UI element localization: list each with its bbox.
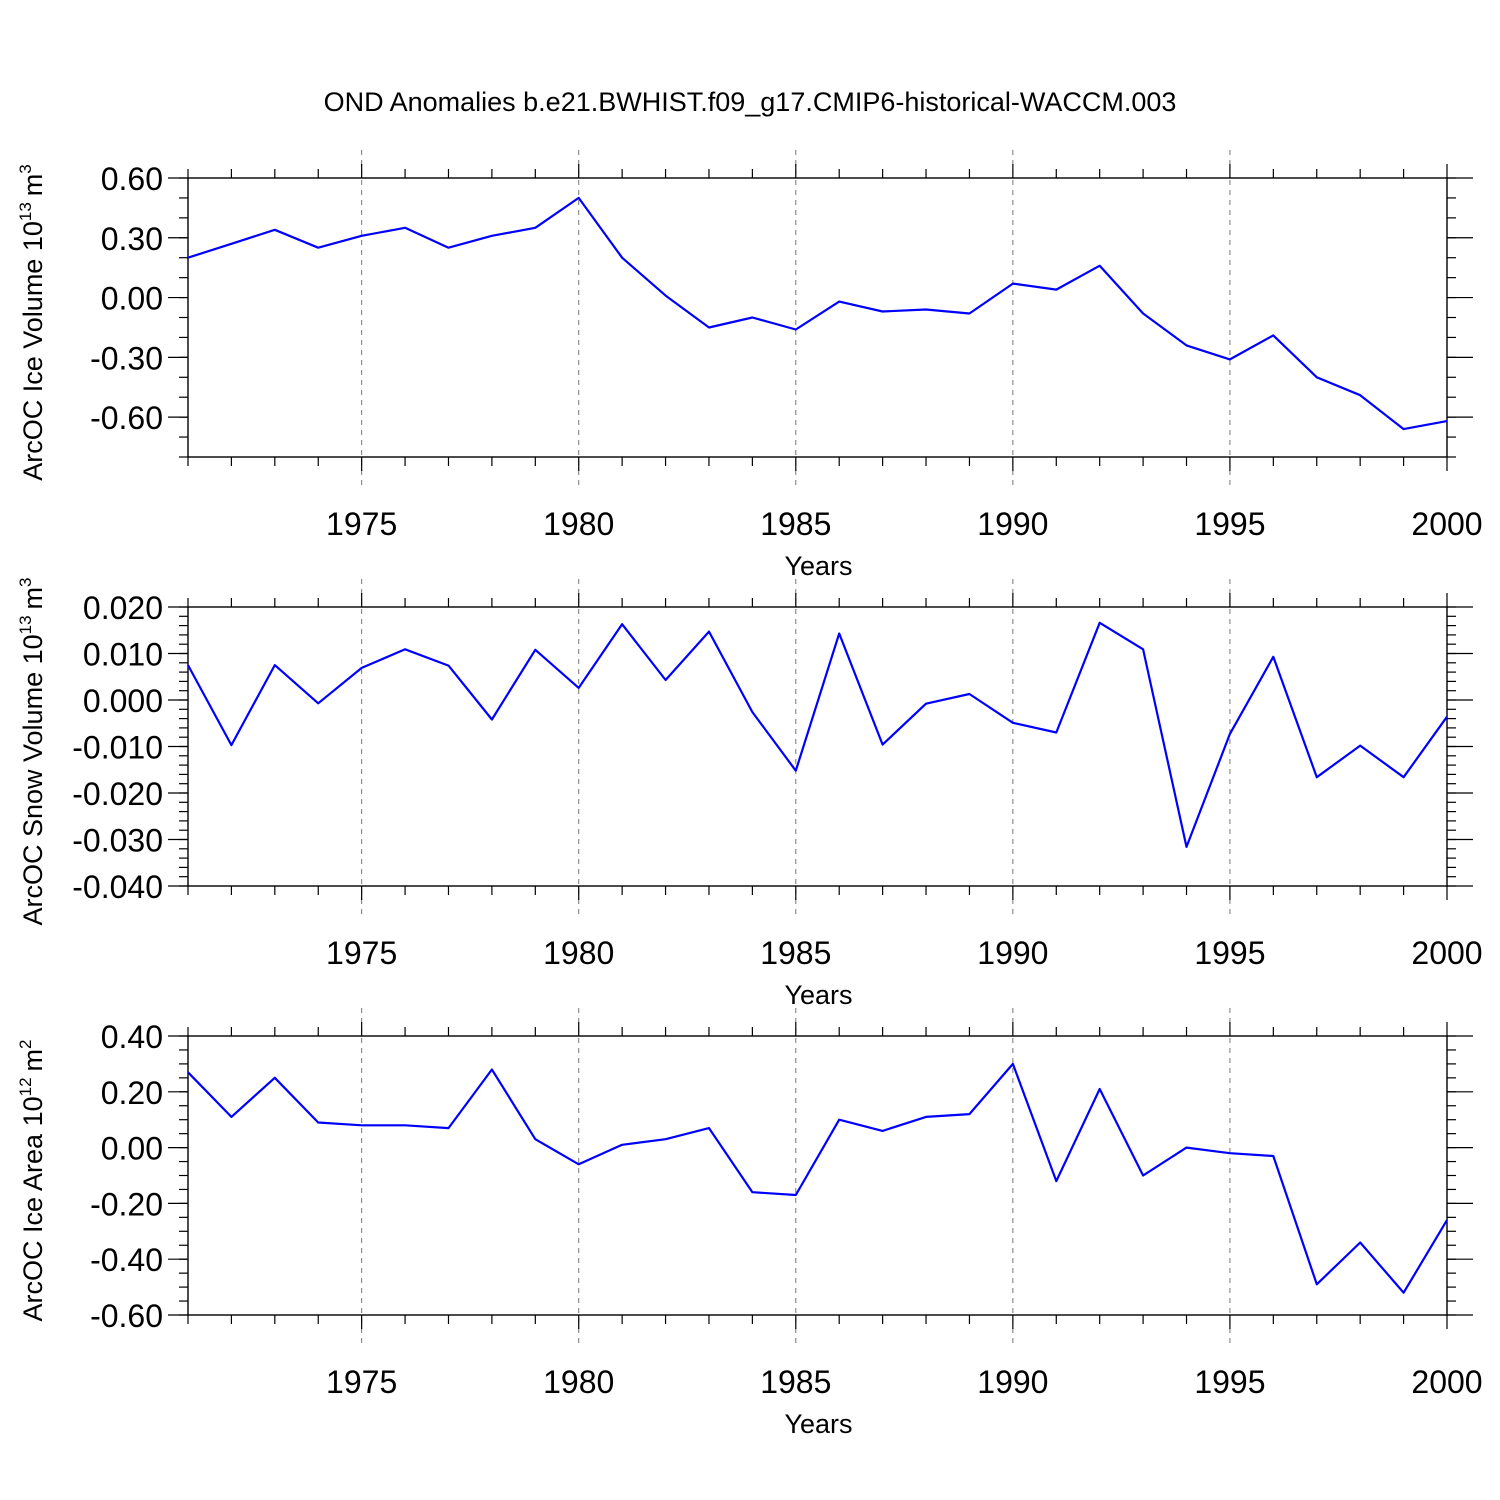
y-tick-label: 0.010 [83,637,163,673]
y-tick-label: 0.00 [101,1131,163,1167]
x-tick-label: 1980 [543,506,614,542]
y-tick-label: -0.20 [90,1186,163,1222]
x-tick-label: 1985 [760,935,831,971]
y-tick-label: 0.020 [83,590,163,626]
y-tick-label: -0.030 [72,823,163,859]
series-line [187,1062,1448,1294]
x-tick-label: 1980 [543,935,614,971]
y-axis-label: ArcOC Ice Area 1012 m2 [16,1040,48,1322]
x-tick-label: 1985 [760,1364,831,1400]
y-axis-label-unit: m [18,587,48,610]
x-tick-label: 1975 [326,935,397,971]
y-tick-label: 0.20 [101,1075,163,1111]
plot-frame [187,1035,1448,1316]
y-tick-label: -0.60 [90,1298,163,1334]
x-tick-label: 1990 [977,935,1048,971]
x-tick-label: 1990 [977,506,1048,542]
y-tick-label: -0.60 [90,400,163,436]
x-tick-label: 1995 [1194,935,1265,971]
x-axis-label: Years [784,551,852,581]
y-axis-label-unit: m [18,174,48,197]
y-axis-label-exp: 12 [16,1077,35,1096]
x-axis-label: Years [784,980,852,1010]
x-tick-label: 2000 [1411,935,1482,971]
y-axis-label-unit-exp: 2 [16,1040,35,1049]
y-axis-label-base: ArcOC Ice Volume 10 [18,221,48,481]
y-tick-label: 0.40 [101,1019,163,1055]
chart-panel-1: 0.60 0.30 0.00 -0.30 -0.60 1975 1980 1985 1990 19… [16,150,1483,581]
x-tick-label: 2000 [1411,506,1482,542]
chart-panel-2: 0.020 0.010 0.000 -0.010 -0.020 -0.030 -0.040 1… [16,577,1483,1010]
series-line [187,621,1448,849]
y-axis-label-base: ArcOC Snow Volume 10 [18,634,48,925]
chart-panel-3: 0.40 0.20 0.00 -0.20 -0.40 -0.60 1975 1980 1985 1… [16,1008,1483,1439]
y-axis-label-base: ArcOC Ice Area 10 [18,1096,48,1321]
y-tick-label: -0.010 [72,730,163,766]
x-tick-label: 1985 [760,506,831,542]
y-axis-label-unit: m [18,1049,48,1072]
series-line [187,196,1448,431]
x-tick-label: 1980 [543,1364,614,1400]
y-axis-label-exp: 13 [16,615,35,634]
figure-title: OND Anomalies b.e21.BWHIST.f09_g17.CMIP6… [324,87,1177,117]
y-tick-label: -0.30 [90,340,163,376]
y-tick-label: -0.020 [72,776,163,812]
y-tick-label: -0.040 [72,869,163,905]
x-tick-label: 1990 [977,1364,1048,1400]
x-tick-label: 1995 [1194,506,1265,542]
plot-frame [187,177,1448,458]
y-axis-label: ArcOC Snow Volume 1013 m3 [16,577,48,925]
plot-frame [187,606,1448,887]
y-axis-label-exp: 13 [16,202,35,221]
y-tick-label: 0.000 [83,683,163,719]
x-axis-label: Years [784,1409,852,1439]
y-tick-label: 0.00 [101,281,163,317]
y-axis-label-unit-exp: 3 [16,577,35,586]
x-tick-label: 1975 [326,1364,397,1400]
y-axis-label-unit-exp: 3 [16,164,35,173]
x-tick-label: 1975 [326,506,397,542]
x-tick-label: 2000 [1411,1364,1482,1400]
y-tick-label: -0.40 [90,1242,163,1278]
y-axis-label: ArcOC Ice Volume 1013 m3 [16,164,48,481]
x-tick-label: 1995 [1194,1364,1265,1400]
y-tick-label: 0.30 [101,221,163,257]
y-tick-label: 0.60 [101,161,163,197]
panels: 0.60 0.30 0.00 -0.30 -0.60 1975 1980 1985 1990 19… [16,150,1483,1439]
